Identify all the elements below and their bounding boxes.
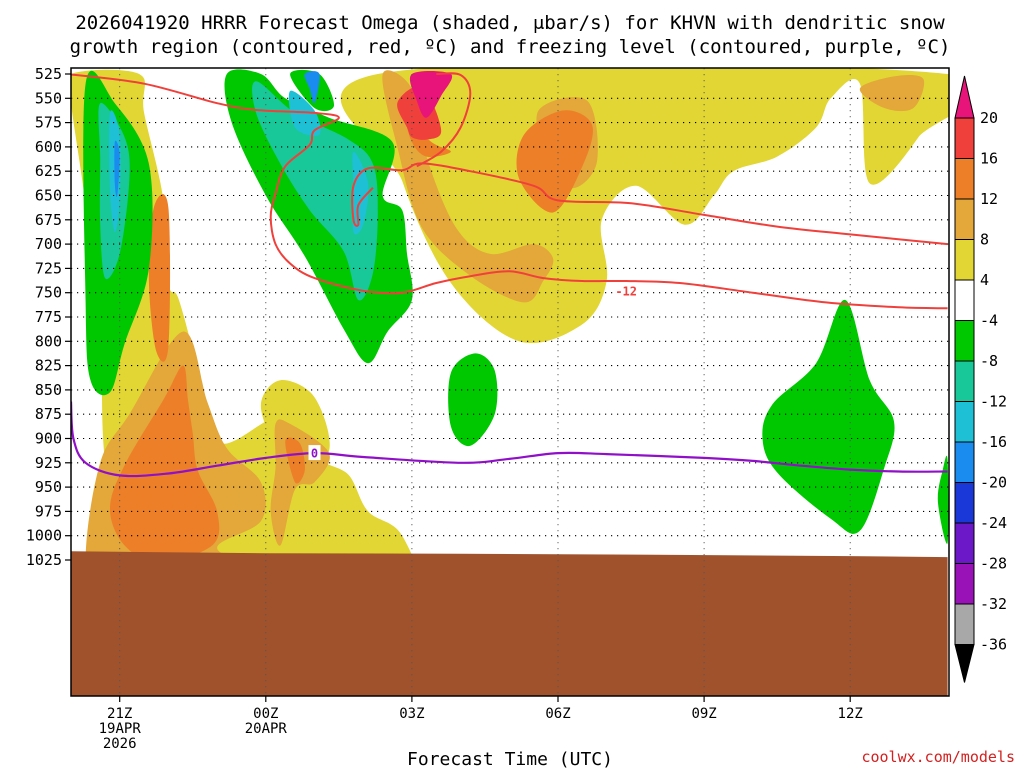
colorbar-segment-2 [954, 158, 975, 200]
contour-labels: -12 0 [308, 282, 640, 461]
colorbar-segment-13 [954, 603, 975, 645]
y-tick-label-725: 725 [35, 259, 62, 277]
colorbar-segment-8 [954, 401, 975, 443]
omega-region-neg10-23 [252, 81, 378, 301]
dgz-label-bg-0 [613, 282, 640, 298]
colorbar-label-0: 20 [980, 109, 998, 127]
x-axis-label: Forecast Time (UTC) [407, 749, 613, 768]
omega-region-neg6-21 [937, 455, 949, 544]
colorbar-label-6: -8 [980, 352, 998, 370]
y-tick-label-575: 575 [35, 114, 62, 132]
terrain-fill [71, 551, 948, 696]
x-tick-label-h1-1: 19APR [99, 721, 142, 737]
x-tick-label-h16-0: 12Z [838, 706, 863, 722]
contour-lines [71, 72, 948, 478]
colorbar: 20 16 12 8 4 -4 -8 -12 -16 -20 -24 -28 -32 -36 [954, 75, 1007, 683]
colorbar-segment-3 [954, 198, 975, 240]
omega-region-pos22-15 [409, 70, 453, 118]
omega-region-pos14-9 [110, 365, 220, 563]
y-tick-label-975: 975 [35, 502, 62, 520]
omega-region-pos10-8 [859, 75, 925, 112]
omega-region-neg18-28 [304, 71, 320, 104]
omega-region-pos10-6 [382, 70, 554, 303]
y-tick-label-700: 700 [35, 235, 62, 253]
colorbar-segment-12 [954, 563, 975, 605]
y-tick-label-900: 900 [35, 430, 62, 448]
colorbar-label-10: -24 [980, 514, 1007, 532]
x-tick-label-h10-0: 06Z [545, 706, 570, 722]
chart-title-line-2: growth region (contoured, red, ºC) and f… [70, 36, 951, 58]
grid-lines [71, 68, 949, 696]
colorbar-label-13: -36 [980, 636, 1007, 654]
colorbar-label-3: 8 [980, 231, 989, 249]
x-tick-label-h4-1: 20APR [245, 721, 288, 737]
freezing-level-contour [71, 401, 948, 478]
y-tick-label-800: 800 [35, 332, 62, 350]
plot-area [71, 68, 949, 696]
colorbar-segment-5 [954, 279, 975, 321]
colorbar-label-1: 16 [980, 150, 998, 168]
colorbar-segment-10 [954, 482, 975, 524]
colorbar-top-arrow [954, 75, 975, 119]
y-tick-label-625: 625 [35, 162, 62, 180]
omega-region-neg18-27 [114, 140, 120, 197]
freezing-level-label: 0 [311, 447, 318, 461]
omega-region-neg14-26 [352, 151, 369, 235]
y-tick-label-850: 850 [35, 381, 62, 399]
y-tick-label-775: 775 [35, 308, 62, 326]
plot-frame [70, 67, 950, 697]
chart-title-line-1: 2026041920 HRRR Forecast Omega (shaded, … [75, 12, 945, 34]
colorbar-label-7: -12 [980, 393, 1007, 411]
colorbar-label-9: -20 [980, 474, 1007, 492]
y-tick-label-950: 950 [35, 478, 62, 496]
x-tick-label-h1-2: 2026 [103, 736, 137, 752]
y-tick-label-925: 925 [35, 454, 62, 472]
y-tick-label-750: 750 [35, 284, 62, 302]
colorbar-segment-11 [954, 522, 975, 564]
colorbar-segment-7 [954, 360, 975, 402]
y-tick-label-525: 525 [35, 65, 62, 83]
x-tick-label-h4-0: 00Z [253, 706, 278, 722]
colorbar-segment-4 [954, 239, 975, 281]
omega-shading [71, 68, 949, 661]
y-tick-label-825: 825 [35, 357, 62, 375]
y-tick-label-600: 600 [35, 138, 62, 156]
dgz-contour-2 [416, 72, 472, 168]
y-tick-label-1000: 1000 [26, 527, 62, 545]
colorbar-bottom-arrow [954, 644, 975, 683]
freezing-label-bg [308, 445, 321, 461]
x-tick-label-h13-0: 09Z [691, 706, 716, 722]
colorbar-segment-6 [954, 320, 975, 362]
omega-region-pos14-10 [285, 437, 305, 484]
terrain-layer [71, 551, 948, 696]
colorbar-segment-1 [954, 117, 975, 159]
y-tick-label-675: 675 [35, 211, 62, 229]
y-tick-label-650: 650 [35, 187, 62, 205]
dgz-label-0: -12 [615, 284, 637, 298]
omega-region-neg6-20 [762, 299, 895, 534]
y-tick-label-550: 550 [35, 89, 62, 107]
colorbar-label-4: 4 [980, 271, 989, 289]
dgz-contour-1 [351, 162, 948, 246]
x-tick-label-h7-0: 03Z [399, 706, 424, 722]
colorbar-label-5: -4 [980, 312, 998, 330]
y-tick-label-875: 875 [35, 405, 62, 423]
colorbar-label-11: -28 [980, 555, 1007, 573]
omega-region-neg6-19 [448, 353, 498, 447]
colorbar-label-8: -16 [980, 433, 1007, 451]
y-tick-label-1025: 1025 [26, 551, 62, 569]
omega-region-pos14-13 [148, 194, 171, 362]
x-tick-label-h1-0: 21Z [107, 706, 132, 722]
dgz-contour-0 [71, 73, 948, 310]
colorbar-segment-9 [954, 441, 975, 483]
colorbar-label-12: -32 [980, 595, 1007, 613]
colorbar-label-2: 12 [980, 190, 998, 208]
y-axis-pressure: 525 550 575 600 625 650 675 700 725 750 775 800 825 8… [26, 65, 71, 569]
credit-text: coolwx.com/models [861, 748, 1015, 766]
